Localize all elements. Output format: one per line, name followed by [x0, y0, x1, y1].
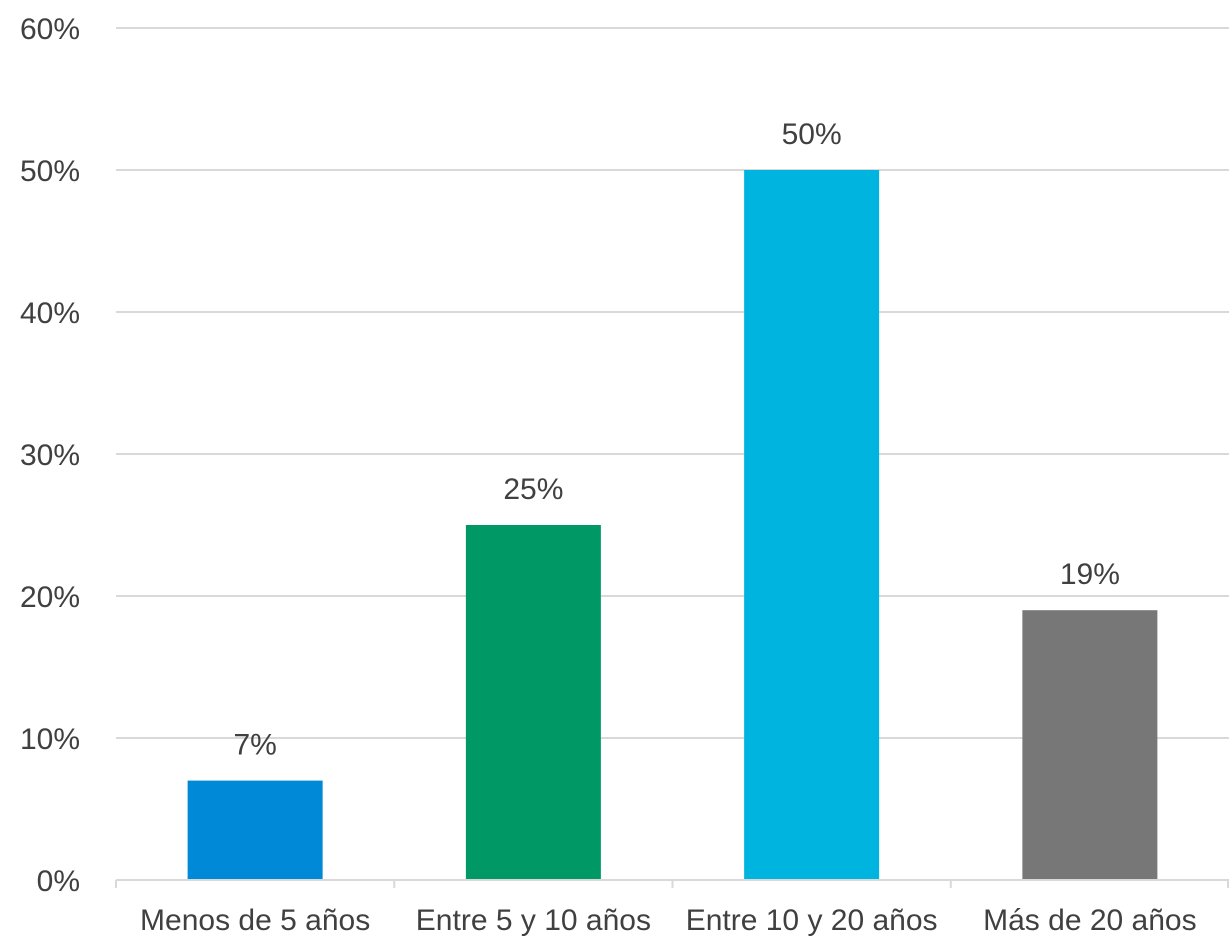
data-label: 19%	[1060, 558, 1120, 591]
bar	[465, 525, 601, 880]
x-tick-label: Menos de 5 años	[140, 904, 370, 937]
bar	[1022, 610, 1158, 880]
bar	[187, 780, 323, 880]
y-tick-label: 10%	[20, 723, 80, 756]
x-tick-label: Entre 10 y 20 años	[686, 904, 938, 937]
y-tick-label: 40%	[20, 297, 80, 330]
x-axis	[115, 879, 1229, 888]
y-tick-label: 60%	[20, 13, 80, 46]
bar	[744, 170, 880, 880]
x-tick-label: Entre 5 y 10 años	[416, 904, 651, 937]
data-label: 25%	[503, 473, 563, 506]
data-label: 7%	[233, 729, 276, 762]
data-labels: 7% 25% 50% 19%	[233, 118, 1119, 762]
y-tick-label: 50%	[20, 155, 80, 188]
y-tick-label: 0%	[37, 865, 80, 898]
y-tick-label: 20%	[20, 581, 80, 614]
y-tick-label: 30%	[20, 439, 80, 472]
data-label: 50%	[782, 118, 842, 151]
bars	[187, 170, 1158, 880]
x-tick-label: Más de 20 años	[983, 904, 1196, 937]
y-axis-tick-labels: 0% 10% 20% 30% 40% 50% 60%	[20, 13, 80, 898]
x-axis-tick-labels: Menos de 5 años Entre 5 y 10 años Entre 10…	[140, 904, 1197, 937]
